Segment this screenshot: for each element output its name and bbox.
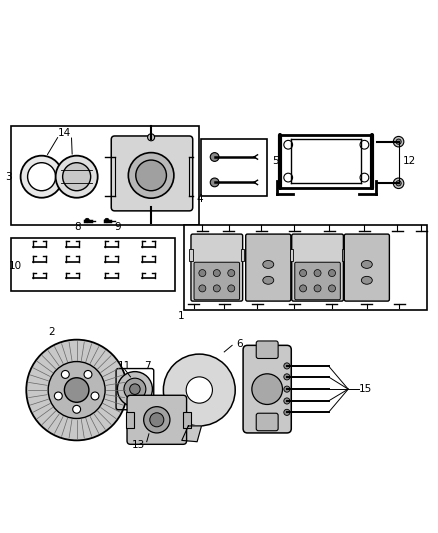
Ellipse shape	[263, 261, 274, 268]
Circle shape	[199, 285, 206, 292]
Circle shape	[64, 378, 89, 402]
Circle shape	[252, 374, 283, 405]
Bar	[189, 248, 193, 261]
FancyBboxPatch shape	[194, 262, 240, 300]
Text: 10: 10	[9, 261, 22, 271]
FancyBboxPatch shape	[295, 262, 340, 300]
Circle shape	[328, 270, 336, 277]
Circle shape	[396, 181, 401, 186]
Bar	[11, 126, 199, 225]
Circle shape	[360, 173, 369, 182]
Circle shape	[128, 152, 174, 198]
Circle shape	[284, 173, 293, 182]
Circle shape	[84, 370, 92, 378]
Circle shape	[284, 409, 290, 415]
Text: 12: 12	[403, 156, 416, 166]
Ellipse shape	[361, 261, 372, 268]
Circle shape	[199, 270, 206, 277]
Circle shape	[210, 152, 219, 161]
FancyBboxPatch shape	[256, 341, 278, 359]
Circle shape	[284, 386, 290, 392]
Circle shape	[26, 340, 127, 440]
Circle shape	[186, 377, 212, 403]
Bar	[290, 248, 293, 261]
Circle shape	[284, 140, 293, 149]
Circle shape	[54, 392, 62, 400]
Circle shape	[130, 384, 140, 394]
Circle shape	[61, 370, 69, 378]
Ellipse shape	[263, 276, 274, 284]
Bar	[126, 412, 134, 427]
Circle shape	[48, 361, 105, 418]
Circle shape	[393, 178, 404, 189]
FancyBboxPatch shape	[127, 395, 187, 445]
Circle shape	[393, 136, 404, 147]
Text: 13: 13	[131, 440, 145, 450]
Text: 2: 2	[48, 327, 55, 337]
Text: 6: 6	[237, 339, 244, 349]
Circle shape	[105, 219, 109, 223]
Circle shape	[213, 285, 220, 292]
Bar	[183, 412, 191, 427]
Circle shape	[213, 270, 220, 277]
Circle shape	[284, 363, 290, 369]
Ellipse shape	[361, 276, 372, 284]
FancyBboxPatch shape	[292, 234, 343, 301]
FancyBboxPatch shape	[111, 136, 193, 211]
Circle shape	[124, 378, 146, 400]
Circle shape	[284, 374, 290, 380]
Circle shape	[360, 140, 369, 149]
Text: 7: 7	[144, 361, 151, 371]
Text: 8: 8	[74, 222, 81, 232]
Circle shape	[56, 156, 98, 198]
Bar	[201, 140, 267, 197]
Circle shape	[228, 285, 235, 292]
FancyBboxPatch shape	[191, 234, 243, 301]
Bar	[342, 248, 345, 261]
FancyBboxPatch shape	[246, 234, 291, 301]
Text: 14: 14	[58, 128, 71, 138]
Circle shape	[28, 163, 56, 191]
Text: 11: 11	[118, 361, 131, 371]
Text: 15: 15	[359, 384, 372, 394]
Circle shape	[228, 270, 235, 277]
Circle shape	[396, 139, 401, 144]
Circle shape	[63, 163, 91, 191]
Circle shape	[148, 134, 155, 141]
Circle shape	[328, 285, 336, 292]
FancyBboxPatch shape	[256, 413, 278, 431]
Circle shape	[117, 372, 152, 407]
Text: 5: 5	[272, 156, 279, 166]
Text: 1: 1	[177, 311, 184, 320]
Text: 3: 3	[5, 172, 12, 182]
Circle shape	[163, 354, 235, 426]
Bar	[11, 238, 175, 290]
Circle shape	[144, 407, 170, 433]
Bar	[184, 225, 427, 310]
Circle shape	[284, 398, 290, 404]
Text: 4: 4	[196, 195, 203, 205]
Circle shape	[300, 285, 307, 292]
Circle shape	[314, 270, 321, 277]
Bar	[241, 248, 244, 261]
FancyBboxPatch shape	[344, 234, 389, 301]
Circle shape	[85, 219, 89, 223]
Circle shape	[136, 160, 166, 191]
Circle shape	[300, 270, 307, 277]
Polygon shape	[182, 426, 201, 442]
Circle shape	[150, 413, 164, 427]
Circle shape	[210, 178, 219, 187]
Circle shape	[314, 285, 321, 292]
Circle shape	[91, 392, 99, 400]
Circle shape	[73, 405, 81, 413]
Text: 9: 9	[114, 222, 121, 232]
FancyBboxPatch shape	[243, 345, 291, 433]
Circle shape	[21, 156, 63, 198]
